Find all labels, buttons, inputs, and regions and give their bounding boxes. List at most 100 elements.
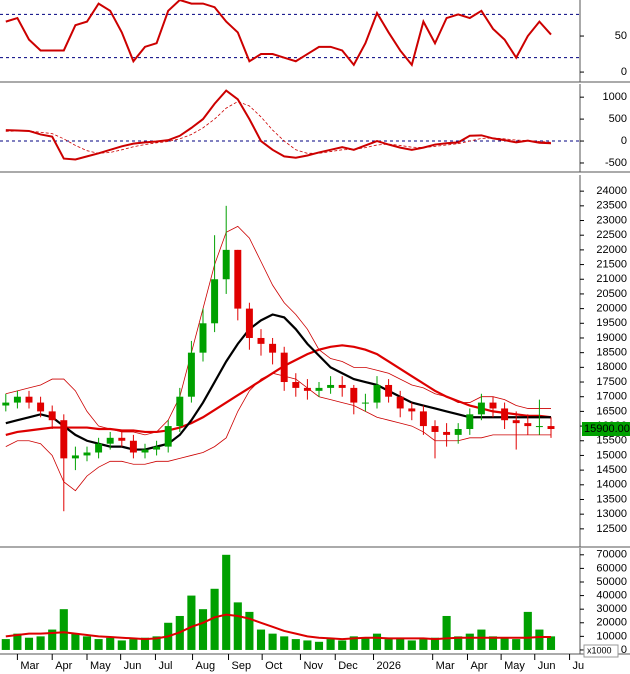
candle-body <box>535 426 543 428</box>
volume-bar <box>488 636 498 650</box>
candle-body <box>512 420 520 424</box>
volume-bar <box>24 637 34 650</box>
candle-body <box>234 249 242 309</box>
x-tick-label: May <box>90 660 111 672</box>
volume-bar <box>187 595 196 650</box>
candle-body <box>269 343 277 353</box>
candle-body <box>48 411 56 421</box>
volume-bar <box>303 640 312 650</box>
y-tick-label: 15000 <box>596 449 627 461</box>
y-tick-label: 40000 <box>596 589 627 601</box>
candle-body <box>2 402 10 406</box>
y-tick-label: 17500 <box>596 376 627 388</box>
candle-body <box>431 426 439 432</box>
volume-bar <box>152 636 161 650</box>
unit-box <box>583 644 619 658</box>
y-tick-label: 18000 <box>596 361 627 373</box>
x-tick-label: Jun <box>538 660 556 672</box>
line <box>5 225 551 436</box>
x-tick-label: 2026 <box>377 660 401 672</box>
y-tick-label: 22500 <box>596 229 627 241</box>
x-tick-label: Mar <box>436 660 455 672</box>
line <box>5 613 551 641</box>
volume-bar <box>198 609 208 650</box>
x-tick-label: Apr <box>470 660 487 672</box>
volume-bar <box>500 637 509 650</box>
candle-body <box>71 455 79 459</box>
y-tick-label: 1000 <box>603 91 627 103</box>
line <box>5 313 551 451</box>
y-tick-label: 20000 <box>596 617 627 629</box>
volume-bar <box>338 640 347 650</box>
y-tick-label: 60000 <box>596 562 627 574</box>
candle-body <box>280 352 288 383</box>
y-tick-label: 14500 <box>596 464 627 476</box>
candle-body <box>153 446 161 450</box>
volume-bar <box>349 636 358 650</box>
unit-label: x1000 <box>587 645 612 655</box>
candle-body <box>315 387 323 391</box>
volume-bar <box>465 633 474 650</box>
y-tick-label: 19500 <box>596 317 627 329</box>
volume-bar <box>129 639 138 650</box>
candle-body <box>443 431 451 435</box>
candle-body <box>129 440 137 453</box>
candle-body <box>547 426 555 430</box>
volume-bar <box>314 641 324 650</box>
y-tick-label: 23500 <box>596 200 627 212</box>
y-tick-label: 17000 <box>596 391 627 403</box>
candle-body <box>222 249 230 280</box>
y-tick-label: 50000 <box>596 576 627 588</box>
candle-body <box>327 384 335 388</box>
volume-bar <box>233 602 242 650</box>
candle-body <box>25 396 33 403</box>
y-tick-label: 22000 <box>596 244 627 256</box>
candle-body <box>60 420 68 459</box>
volume-bar <box>36 636 45 650</box>
volume-bar <box>326 639 335 650</box>
volume-bar <box>48 629 57 650</box>
candle-body <box>489 402 497 409</box>
volume-bar <box>430 637 440 650</box>
y-tick-label: 50 <box>615 30 627 42</box>
x-tick-label: Mar <box>20 660 39 672</box>
candle-body <box>83 452 91 456</box>
volume-bar <box>280 636 289 650</box>
volume-bar <box>210 588 219 650</box>
candle-body <box>245 308 253 338</box>
x-tick-label: Sep <box>232 660 252 672</box>
y-tick-label: 0 <box>621 644 627 656</box>
x-tick-label: May <box>504 660 525 672</box>
volume-bar <box>361 637 370 650</box>
candle-body <box>187 352 195 397</box>
candle-body <box>257 337 265 344</box>
volume-bar <box>245 611 254 650</box>
y-tick-label: 10000 <box>596 630 627 642</box>
y-tick-label: 30000 <box>596 603 627 615</box>
candle-body <box>419 411 427 427</box>
line <box>5 372 551 492</box>
volume-bar <box>372 633 382 650</box>
line <box>5 101 552 154</box>
volume-bar <box>222 554 231 650</box>
x-tick-label: Jul <box>158 660 172 672</box>
volume-bar <box>268 633 277 650</box>
price-tag <box>582 422 630 437</box>
candle-body <box>408 408 416 412</box>
price-tag-label: 15900.00 <box>584 423 630 435</box>
volume-bar <box>419 639 428 650</box>
candle-body <box>303 387 311 391</box>
candle-body <box>176 396 184 427</box>
x-tick-label: Ju <box>573 660 585 672</box>
y-tick-label: 70000 <box>596 549 627 561</box>
volume-bar <box>71 633 80 650</box>
volume-bar <box>291 639 300 650</box>
candle-body <box>396 396 404 409</box>
volume-bar <box>13 633 22 650</box>
candle-body <box>501 408 509 421</box>
candle-body <box>164 426 172 447</box>
y-tick-label: 13500 <box>596 493 627 505</box>
volume-bar <box>384 639 393 650</box>
volume-bar <box>117 640 126 650</box>
line <box>5 0 552 68</box>
